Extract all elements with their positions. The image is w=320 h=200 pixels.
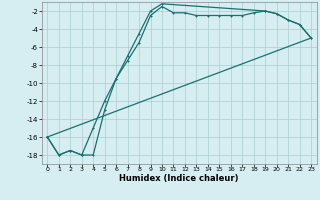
X-axis label: Humidex (Indice chaleur): Humidex (Indice chaleur) xyxy=(119,174,239,183)
